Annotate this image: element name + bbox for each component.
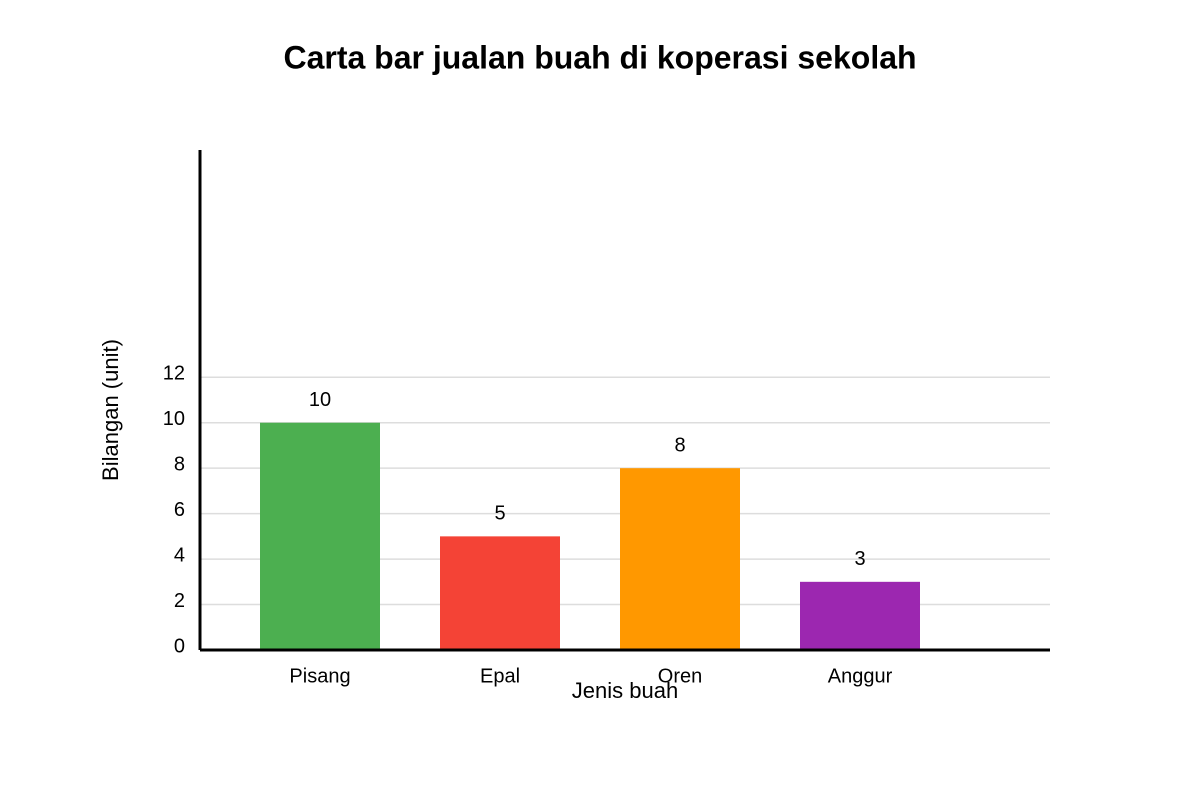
y-tick-label: 0 [174, 635, 185, 657]
value-label: 10 [309, 389, 331, 411]
x-tick-label: Oren [658, 665, 702, 687]
bars: Pisang 10 Epal 5 Oren 8 Anggur 3 [260, 389, 920, 687]
bar [440, 536, 560, 650]
bar [260, 422, 380, 650]
bar [800, 581, 920, 650]
y-tick-label: 10 [163, 408, 185, 430]
value-label: 8 [674, 434, 685, 456]
y-tick-label: 4 [174, 544, 185, 566]
x-axis-label: Jenis buah [572, 678, 678, 703]
value-label: 3 [854, 548, 865, 570]
value-label: 5 [494, 503, 505, 525]
x-tick-label: Epal [480, 665, 520, 687]
y-axis-label: Bilangan (unit) [98, 339, 123, 481]
chart-title: Carta bar jualan buah di koperasi sekola… [283, 39, 916, 75]
y-tick-label: 2 [174, 590, 185, 612]
bar [620, 468, 740, 650]
x-tick-label: Anggur [828, 665, 893, 687]
x-tick-label: Pisang [289, 665, 350, 687]
y-tick-label: 8 [174, 453, 185, 475]
y-tick-label: 6 [174, 499, 185, 521]
y-tick-label: 12 [163, 363, 185, 385]
